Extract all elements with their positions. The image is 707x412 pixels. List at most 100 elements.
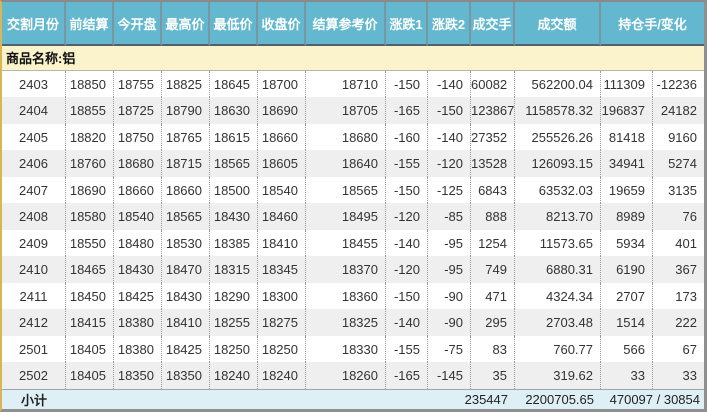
value-cell: 18750 <box>114 123 162 151</box>
header-row: 交割月份 前结算 今开盘 最高价 最低价 收盘价 结算参考价 涨跌1 涨跌2 成… <box>2 2 704 46</box>
value-cell: 18615 <box>210 123 258 151</box>
value-cell: 18690 <box>66 176 114 204</box>
value-cell: 18760 <box>66 150 114 177</box>
value-cell: 5274 <box>653 150 704 177</box>
value-cell: 18700 <box>258 70 306 98</box>
delivery-month-cell: 2410 <box>2 256 66 283</box>
value-cell: 18455 <box>306 229 386 257</box>
value-cell: 6843 <box>471 176 515 204</box>
value-cell: -165 <box>386 97 428 124</box>
value-cell: 18565 <box>306 176 386 204</box>
value-cell: 11573.65 <box>515 229 601 257</box>
subtotal-spacer <box>66 389 428 409</box>
value-cell: 18660 <box>258 123 306 151</box>
value-cell: 18705 <box>306 97 386 124</box>
value-cell: 471 <box>471 282 515 310</box>
delivery-month-cell: 2411 <box>2 282 66 310</box>
col-header-delivery-month: 交割月份 <box>2 2 66 46</box>
value-cell: 18480 <box>114 229 162 257</box>
col-header-volume: 成交手 <box>471 2 515 46</box>
value-cell: -150 <box>428 97 471 124</box>
value-cell: 1158578.32 <box>515 97 601 124</box>
value-cell: 6190 <box>601 256 653 283</box>
value-cell: 367 <box>653 256 704 283</box>
value-cell: 18790 <box>162 97 210 124</box>
value-cell: 4324.34 <box>515 282 601 310</box>
delivery-month-cell: 2408 <box>2 203 66 230</box>
value-cell: 18425 <box>162 335 210 363</box>
contract-row-2410: 2410 18465 18430 18470 18315 18345 18370 -120 -9… <box>2 256 704 283</box>
value-cell: 173 <box>653 282 704 310</box>
value-cell: 2707 <box>601 282 653 310</box>
col-header-open: 今开盘 <box>114 2 162 46</box>
contract-row-2501: 2501 18405 18380 18425 18250 18250 18330 -155 -7… <box>2 335 704 363</box>
value-cell: 19659 <box>601 176 653 204</box>
subtotal-label: 小计 <box>2 389 66 409</box>
value-cell: 18825 <box>162 70 210 98</box>
value-cell: 18360 <box>306 282 386 310</box>
col-header-settle-ref: 结算参考价 <box>306 2 386 46</box>
contract-row-2403: 2403 18850 18755 18825 18645 18700 18710 -150 -1… <box>2 70 704 98</box>
value-cell: 18260 <box>306 362 386 389</box>
value-cell: 18275 <box>258 309 306 336</box>
value-cell: -90 <box>428 309 471 336</box>
value-cell: 18380 <box>114 335 162 363</box>
col-header-close: 收盘价 <box>258 2 306 46</box>
value-cell: 18370 <box>306 256 386 283</box>
value-cell: -85 <box>428 203 471 230</box>
value-cell: -150 <box>386 70 428 98</box>
value-cell: 760.77 <box>515 335 601 363</box>
value-cell: 18565 <box>162 203 210 230</box>
subtotal-row: 小计 235447 2200705.65 470097 / 30854 <box>2 389 704 409</box>
value-cell: 3135 <box>653 176 704 204</box>
contract-row-2412: 2412 18415 18380 18410 18255 18275 18325 -140 -9… <box>2 309 704 336</box>
delivery-month-cell: 2404 <box>2 97 66 124</box>
value-cell: -95 <box>428 256 471 283</box>
value-cell: 18300 <box>258 282 306 310</box>
subtotal-turnover: 2200705.65 <box>515 389 601 409</box>
table-body: 商品名称:铝 2403 18850 18755 18825 18645 18700 1871… <box>2 46 704 389</box>
value-cell: 18640 <box>306 150 386 177</box>
value-cell: 319.62 <box>515 362 601 389</box>
delivery-month-cell: 2407 <box>2 176 66 204</box>
value-cell: 126093.15 <box>515 150 601 177</box>
col-header-high: 最高价 <box>162 2 210 46</box>
contract-row-2411: 2411 18450 18425 18430 18290 18300 18360 -150 -9… <box>2 282 704 310</box>
value-cell: 18315 <box>210 256 258 283</box>
value-cell: -155 <box>386 150 428 177</box>
col-header-turnover: 成交额 <box>515 2 601 46</box>
value-cell: -155 <box>386 335 428 363</box>
value-cell: 8213.70 <box>515 203 601 230</box>
contract-row-2502: 2502 18405 18350 18350 18240 18240 18260 -165 -1… <box>2 362 704 389</box>
value-cell: 18725 <box>114 97 162 124</box>
value-cell: 18250 <box>258 335 306 363</box>
value-cell: 18465 <box>66 256 114 283</box>
value-cell: 111309 <box>601 70 653 98</box>
value-cell: -140 <box>386 309 428 336</box>
value-cell: 67 <box>653 335 704 363</box>
value-cell: 81418 <box>601 123 653 151</box>
col-header-change2: 涨跌2 <box>428 2 471 46</box>
value-cell: 295 <box>471 309 515 336</box>
value-cell: 1254 <box>471 229 515 257</box>
contract-row-2408: 2408 18580 18540 18565 18430 18460 18495 -120 -8… <box>2 203 704 230</box>
value-cell: 18630 <box>210 97 258 124</box>
value-cell: 83 <box>471 335 515 363</box>
value-cell: 33 <box>653 362 704 389</box>
col-header-prev-settle: 前结算 <box>66 2 114 46</box>
value-cell: -120 <box>428 150 471 177</box>
value-cell: 18380 <box>114 309 162 336</box>
value-cell: -150 <box>386 176 428 204</box>
value-cell: -12236 <box>653 70 704 98</box>
value-cell: 196837 <box>601 97 653 124</box>
value-cell: 76 <box>653 203 704 230</box>
delivery-month-cell: 2403 <box>2 70 66 98</box>
delivery-month-cell: 2501 <box>2 335 66 363</box>
value-cell: 18820 <box>66 123 114 151</box>
value-cell: 18350 <box>162 362 210 389</box>
value-cell: 18430 <box>114 256 162 283</box>
value-cell: -140 <box>428 70 471 98</box>
value-cell: 18430 <box>210 203 258 230</box>
value-cell: 18410 <box>162 309 210 336</box>
